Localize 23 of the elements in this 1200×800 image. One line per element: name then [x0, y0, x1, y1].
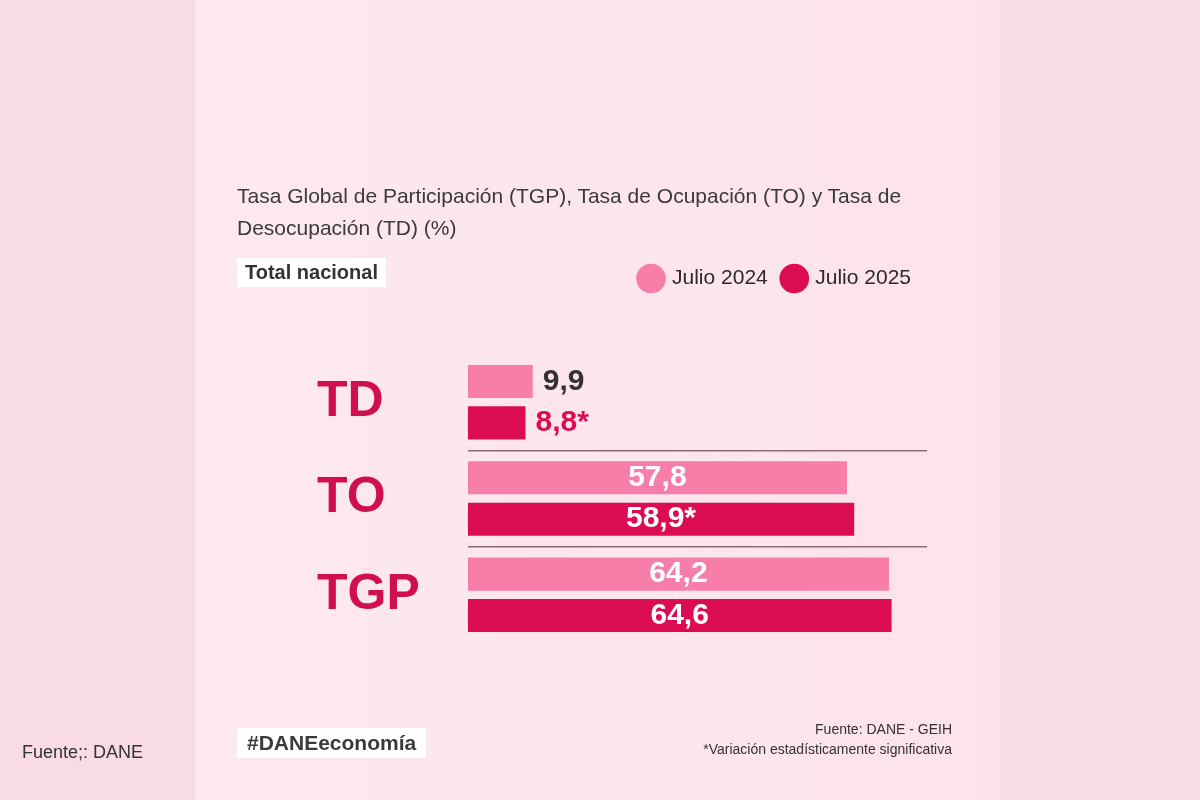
bar — [467, 364, 533, 399]
bar — [467, 406, 526, 440]
source-note: Fuente;: DANE — [22, 742, 144, 763]
data-label: 8,8* — [535, 404, 590, 438]
data-label: 58,9* — [625, 500, 697, 534]
y-tick-label: TD — [317, 370, 384, 427]
bar — [467, 502, 855, 536]
y-tick-label: TO — [317, 467, 386, 524]
data-label: 64,6 — [650, 596, 709, 630]
data-label: 57,8 — [628, 459, 687, 493]
chart-title: Tasa Global de Participación (TGP), Tasa de Ocupación (TO) y Tasa de Desocupación (TD) (%) — [237, 183, 903, 241]
y-tick-label: TGP — [317, 563, 420, 620]
source-note: Fuente: DANE - GEIH — [815, 721, 952, 737]
text: #DANEeconomía — [237, 728, 427, 758]
bar — [467, 598, 892, 633]
text: *Variación estadísticamente significativa — [703, 741, 952, 757]
legend-label: Julio 2025 — [815, 265, 912, 289]
data-label: 9,9 — [542, 362, 585, 396]
legend-label: Julio 2024 — [672, 265, 769, 289]
bar — [467, 461, 847, 495]
bar — [467, 557, 889, 591]
chart-subtitle: Total nacional — [237, 258, 386, 287]
data-label: 64,2 — [649, 555, 708, 589]
